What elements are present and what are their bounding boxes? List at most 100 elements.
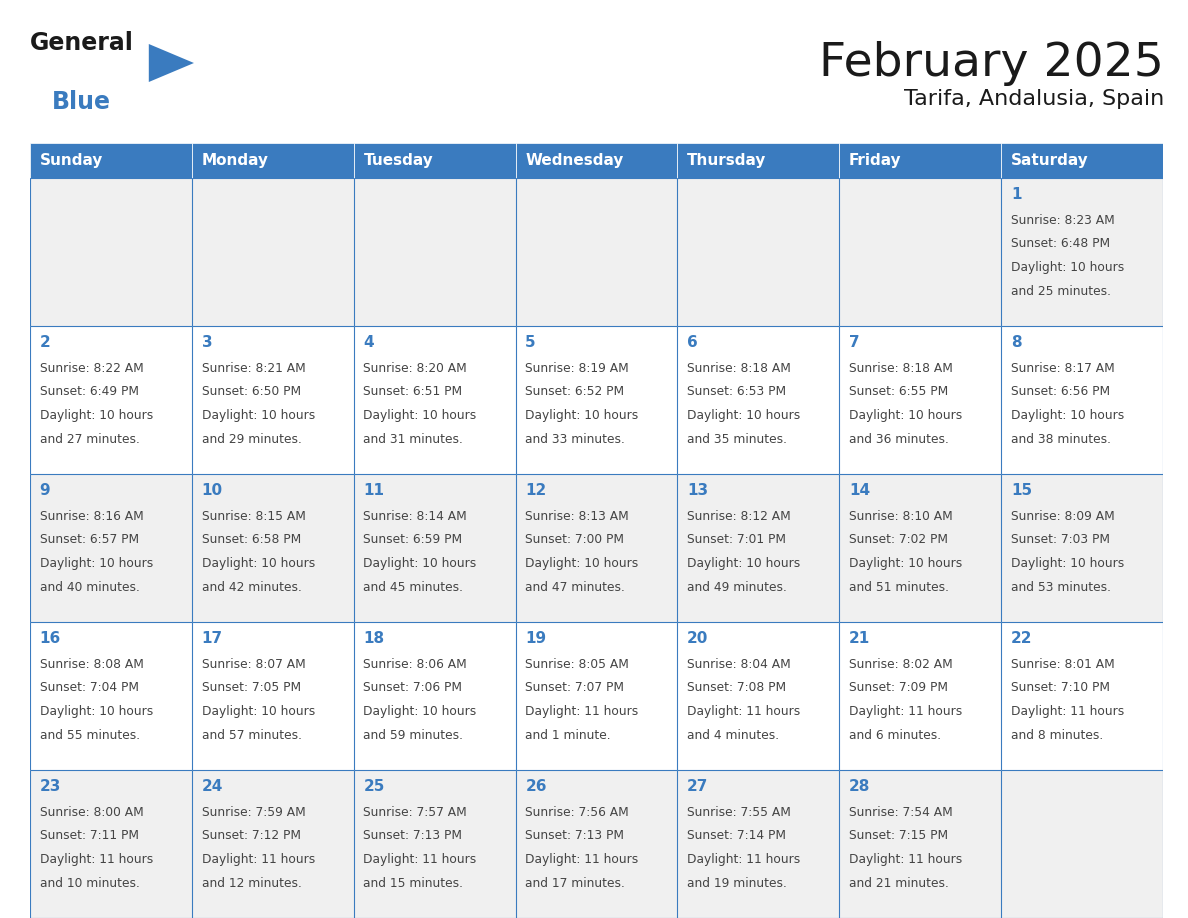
Text: Sunrise: 8:15 AM: Sunrise: 8:15 AM [202, 509, 305, 522]
Polygon shape [148, 44, 194, 82]
Text: and 49 minutes.: and 49 minutes. [687, 580, 786, 594]
Text: Sunrise: 8:18 AM: Sunrise: 8:18 AM [687, 362, 791, 375]
FancyBboxPatch shape [839, 326, 1001, 474]
FancyBboxPatch shape [839, 622, 1001, 770]
Text: Daylight: 10 hours: Daylight: 10 hours [849, 557, 962, 570]
Text: and 53 minutes.: and 53 minutes. [1011, 580, 1111, 594]
Text: Daylight: 10 hours: Daylight: 10 hours [39, 409, 153, 422]
Text: and 33 minutes.: and 33 minutes. [525, 432, 625, 445]
Text: 22: 22 [1011, 631, 1032, 646]
FancyBboxPatch shape [191, 770, 354, 918]
FancyBboxPatch shape [1001, 178, 1163, 326]
FancyBboxPatch shape [191, 326, 354, 474]
Text: Sunrise: 7:55 AM: Sunrise: 7:55 AM [687, 805, 791, 819]
Text: Daylight: 11 hours: Daylight: 11 hours [39, 853, 153, 866]
Text: Sunrise: 8:13 AM: Sunrise: 8:13 AM [525, 509, 628, 522]
Text: Sunrise: 8:21 AM: Sunrise: 8:21 AM [202, 362, 305, 375]
FancyBboxPatch shape [354, 326, 516, 474]
Text: Sunrise: 8:23 AM: Sunrise: 8:23 AM [1011, 214, 1114, 227]
Text: Sunset: 6:53 PM: Sunset: 6:53 PM [687, 386, 786, 398]
Text: Sunset: 6:55 PM: Sunset: 6:55 PM [849, 386, 948, 398]
FancyBboxPatch shape [354, 474, 516, 622]
Text: and 10 minutes.: and 10 minutes. [39, 877, 139, 890]
Text: Daylight: 10 hours: Daylight: 10 hours [1011, 557, 1124, 570]
Text: Daylight: 11 hours: Daylight: 11 hours [364, 853, 476, 866]
Text: 6: 6 [687, 335, 697, 350]
Text: Sunset: 7:08 PM: Sunset: 7:08 PM [687, 681, 786, 694]
Text: 1: 1 [1011, 187, 1022, 202]
Text: Wednesday: Wednesday [525, 153, 624, 168]
Text: Sunrise: 8:22 AM: Sunrise: 8:22 AM [39, 362, 144, 375]
Text: Sunset: 6:57 PM: Sunset: 6:57 PM [39, 533, 139, 546]
Text: Daylight: 10 hours: Daylight: 10 hours [525, 409, 638, 422]
Text: General: General [30, 31, 134, 55]
Text: Blue: Blue [51, 90, 110, 114]
Text: and 51 minutes.: and 51 minutes. [849, 580, 949, 594]
Text: Sunrise: 8:14 AM: Sunrise: 8:14 AM [364, 509, 467, 522]
Text: and 4 minutes.: and 4 minutes. [687, 729, 779, 742]
FancyBboxPatch shape [839, 178, 1001, 326]
FancyBboxPatch shape [516, 326, 677, 474]
Text: Sunrise: 8:10 AM: Sunrise: 8:10 AM [849, 509, 953, 522]
FancyBboxPatch shape [516, 178, 677, 326]
FancyBboxPatch shape [839, 770, 1001, 918]
Text: Sunrise: 8:09 AM: Sunrise: 8:09 AM [1011, 509, 1114, 522]
Text: and 55 minutes.: and 55 minutes. [39, 729, 140, 742]
FancyBboxPatch shape [1001, 770, 1163, 918]
Text: Sunset: 7:06 PM: Sunset: 7:06 PM [364, 681, 462, 694]
Text: 3: 3 [202, 335, 213, 350]
Text: Sunset: 7:07 PM: Sunset: 7:07 PM [525, 681, 624, 694]
Text: Monday: Monday [202, 153, 268, 168]
Text: and 57 minutes.: and 57 minutes. [202, 729, 302, 742]
Text: Sunset: 6:59 PM: Sunset: 6:59 PM [364, 533, 462, 546]
FancyBboxPatch shape [516, 143, 677, 178]
FancyBboxPatch shape [1001, 474, 1163, 622]
Text: Daylight: 10 hours: Daylight: 10 hours [364, 557, 476, 570]
Text: Daylight: 11 hours: Daylight: 11 hours [687, 705, 801, 718]
FancyBboxPatch shape [516, 770, 677, 918]
Text: Sunset: 7:12 PM: Sunset: 7:12 PM [202, 829, 301, 842]
FancyBboxPatch shape [191, 622, 354, 770]
Text: Daylight: 10 hours: Daylight: 10 hours [1011, 409, 1124, 422]
Text: February 2025: February 2025 [820, 41, 1164, 86]
Text: Sunday: Sunday [39, 153, 103, 168]
Text: and 42 minutes.: and 42 minutes. [202, 580, 302, 594]
Text: and 15 minutes.: and 15 minutes. [364, 877, 463, 890]
FancyBboxPatch shape [30, 143, 191, 178]
Text: 11: 11 [364, 483, 385, 498]
Text: Sunrise: 8:16 AM: Sunrise: 8:16 AM [39, 509, 144, 522]
Text: 7: 7 [849, 335, 860, 350]
Text: Sunset: 6:48 PM: Sunset: 6:48 PM [1011, 237, 1110, 251]
FancyBboxPatch shape [839, 143, 1001, 178]
Text: Sunrise: 8:06 AM: Sunrise: 8:06 AM [364, 657, 467, 670]
Text: Sunrise: 8:08 AM: Sunrise: 8:08 AM [39, 657, 144, 670]
Text: Sunset: 7:13 PM: Sunset: 7:13 PM [364, 829, 462, 842]
Text: 23: 23 [39, 778, 61, 794]
Text: 14: 14 [849, 483, 870, 498]
Text: 2: 2 [39, 335, 50, 350]
Text: 15: 15 [1011, 483, 1032, 498]
FancyBboxPatch shape [1001, 143, 1163, 178]
Text: 28: 28 [849, 778, 871, 794]
Text: 24: 24 [202, 778, 223, 794]
Text: Daylight: 10 hours: Daylight: 10 hours [525, 557, 638, 570]
Text: Sunrise: 8:18 AM: Sunrise: 8:18 AM [849, 362, 953, 375]
Text: Sunset: 7:15 PM: Sunset: 7:15 PM [849, 829, 948, 842]
Text: Daylight: 10 hours: Daylight: 10 hours [1011, 261, 1124, 274]
Text: Sunset: 6:52 PM: Sunset: 6:52 PM [525, 386, 625, 398]
Text: 21: 21 [849, 631, 871, 646]
Text: Daylight: 10 hours: Daylight: 10 hours [39, 705, 153, 718]
Text: Sunset: 6:49 PM: Sunset: 6:49 PM [39, 386, 139, 398]
FancyBboxPatch shape [30, 474, 191, 622]
Text: Sunrise: 8:20 AM: Sunrise: 8:20 AM [364, 362, 467, 375]
FancyBboxPatch shape [677, 178, 839, 326]
FancyBboxPatch shape [354, 178, 516, 326]
FancyBboxPatch shape [30, 622, 191, 770]
FancyBboxPatch shape [677, 622, 839, 770]
Text: 8: 8 [1011, 335, 1022, 350]
Text: Sunset: 6:56 PM: Sunset: 6:56 PM [1011, 386, 1110, 398]
FancyBboxPatch shape [677, 326, 839, 474]
Text: and 6 minutes.: and 6 minutes. [849, 729, 941, 742]
Text: Sunrise: 8:02 AM: Sunrise: 8:02 AM [849, 657, 953, 670]
Text: Tuesday: Tuesday [364, 153, 434, 168]
